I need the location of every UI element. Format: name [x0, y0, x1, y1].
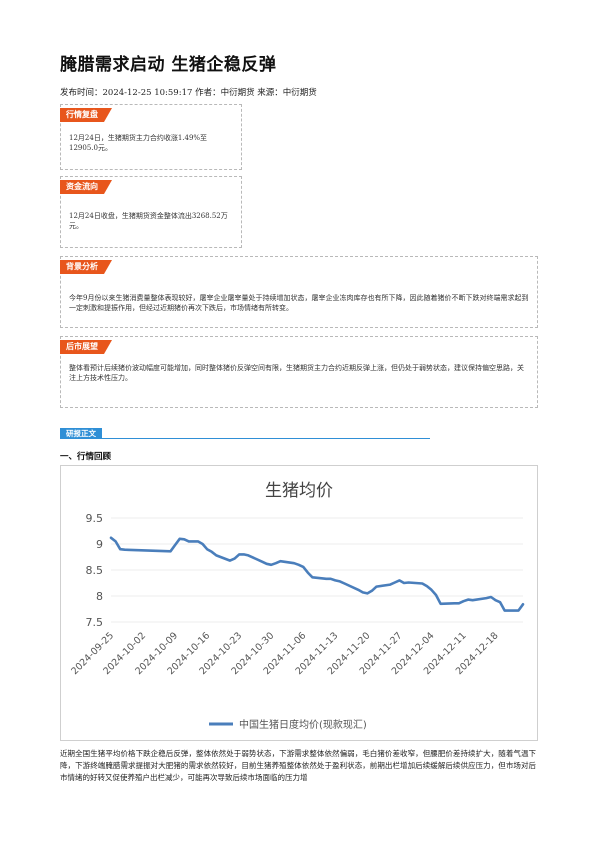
section-text: 12月24日收盘，生猪期货资金整体流出3268.52万元。: [69, 212, 228, 230]
y-tick-label: 9: [96, 538, 103, 551]
section-tag: 行情复盘: [60, 108, 112, 122]
section-tag: 后市展望: [60, 340, 112, 354]
section-text: 今年9月份以来生猪消费量整体表现较好，屠宰企业屠宰量处于持续增加状态，屠宰企业冻…: [69, 294, 529, 312]
chart-frame: 生猪均价 9.5 9 8.5 8 7.5 2024-09-25 2024-10-02 202…: [60, 465, 538, 741]
section-card-fund-flow: 资金流向 12月24日收盘，生猪期货资金整体流出3268.52万元。: [60, 176, 242, 248]
price-line-chart: 生猪均价 9.598.587.5 2024-09-252024-10-02202…: [69, 481, 525, 731]
page-title: 腌腊需求启动 生猪企稳反弹: [60, 55, 277, 75]
y-tick-label: 8.5: [86, 564, 104, 577]
y-tick-label: 7.5: [86, 616, 104, 629]
section-card-market-review: 行情复盘 12月24日，生猪期货主力合约收涨1.49%至12905.0元。: [60, 104, 242, 170]
chart-title: 生猪均价: [265, 481, 333, 501]
divider: [60, 438, 430, 439]
research-tag: 研报正文: [60, 428, 102, 439]
article-meta: 发布时间：2024-12-25 10:59:17 作者：中衍期货 来源：中衍期货: [60, 88, 317, 98]
section-card-outlook: 后市展望 整体看预计后续猪价波动幅度可能增加，同时整体猪价反弹空间有限，生猪期货…: [60, 336, 538, 408]
series-line: [109, 536, 525, 612]
section-tag: 背景分析: [60, 260, 112, 274]
section-heading: 一、行情回顾: [60, 452, 112, 462]
section-text: 12月24日，生猪期货主力合约收涨1.49%至12905.0元。: [69, 134, 208, 152]
legend: 中国生猪日度均价(现款现汇): [209, 718, 367, 731]
legend-label: 中国生猪日度均价(现款现汇): [239, 718, 367, 731]
body-paragraph: 近期全国生猪平均价格下跌企稳后反弹，整体依然处于弱势状态，下游需求整体依然偏弱，…: [60, 749, 536, 782]
y-tick-label: 8: [96, 590, 103, 603]
section-text: 整体看预计后续猪价波动幅度可能增加，同时整体猪价反弹空间有限，生猪期货主力合约近…: [69, 364, 524, 382]
y-tick-label: 9.5: [86, 512, 104, 525]
section-tag: 资金流向: [60, 180, 112, 194]
section-card-background: 背景分析 今年9月份以来生猪消费量整体表现较好，屠宰企业屠宰量处于持续增加状态，…: [60, 256, 538, 328]
